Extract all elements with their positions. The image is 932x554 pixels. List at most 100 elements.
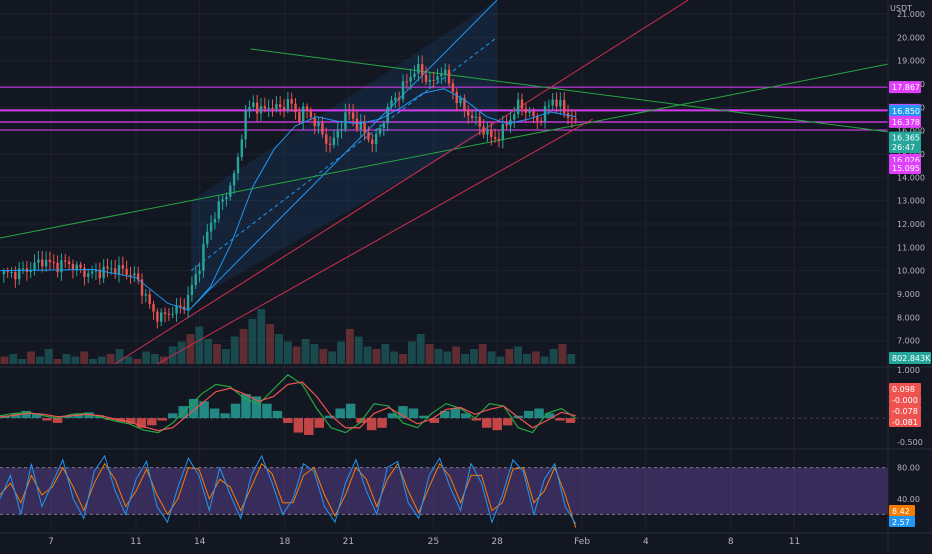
macd-histogram-bar bbox=[377, 418, 387, 428]
candle-body bbox=[474, 116, 478, 118]
stochastic-pane[interactable] bbox=[0, 454, 888, 528]
time-tick-label: 11 bbox=[130, 537, 141, 547]
candle-body bbox=[351, 112, 355, 119]
candle-body bbox=[401, 81, 405, 100]
macd-histogram-bar bbox=[73, 414, 84, 419]
candle-body bbox=[52, 262, 55, 264]
candle-body bbox=[125, 268, 128, 275]
candle-body bbox=[121, 265, 125, 269]
candle-body bbox=[371, 139, 374, 145]
price-label-text: 16.850 bbox=[892, 107, 920, 116]
candle-body bbox=[113, 268, 117, 275]
macd-histogram-bar bbox=[188, 398, 199, 419]
candle-body bbox=[532, 111, 535, 117]
volume-bar bbox=[558, 344, 567, 364]
candle-body bbox=[294, 103, 297, 113]
volume-bar bbox=[434, 349, 443, 364]
candle-body bbox=[6, 271, 9, 273]
macd-pane[interactable] bbox=[0, 374, 888, 435]
candle-body bbox=[255, 102, 259, 114]
macd-histogram-bar bbox=[419, 415, 429, 419]
volume-bar bbox=[354, 336, 363, 364]
volume-bar bbox=[531, 351, 540, 364]
candle-body bbox=[271, 107, 274, 110]
macd-histogram-bar bbox=[335, 408, 345, 419]
volume-bar bbox=[186, 334, 195, 364]
macd-histogram-bar bbox=[461, 413, 471, 419]
candle-body bbox=[405, 81, 409, 83]
price-label-box bbox=[889, 141, 921, 153]
candle-body bbox=[520, 99, 524, 109]
price-unit-label: USDT bbox=[890, 4, 912, 13]
macd-histogram-bar bbox=[387, 413, 398, 419]
candle-body bbox=[64, 260, 67, 262]
volume-bar bbox=[523, 354, 531, 364]
price-label-text: 15.095 bbox=[892, 164, 920, 173]
macd-histogram-bar bbox=[251, 396, 262, 419]
macd-value-text: -0.078 bbox=[892, 407, 918, 416]
trendline[interactable] bbox=[0, 63, 889, 239]
volume-bar bbox=[469, 349, 478, 364]
trendline[interactable] bbox=[114, 0, 689, 365]
volume-bar bbox=[124, 356, 133, 364]
candle-body bbox=[409, 76, 412, 82]
volume-bar bbox=[27, 351, 35, 364]
volume-bar bbox=[62, 354, 71, 364]
price-label-text: 16.378 bbox=[892, 118, 920, 127]
volume-label-text: 802.843K bbox=[892, 354, 931, 363]
candle-body bbox=[417, 64, 420, 74]
time-tick-label: 7 bbox=[48, 537, 54, 547]
candle-body bbox=[79, 264, 82, 268]
candle-body bbox=[98, 269, 101, 279]
macd-histogram-bar bbox=[450, 408, 461, 419]
trendline[interactable] bbox=[250, 48, 889, 133]
volume-bar bbox=[230, 336, 239, 364]
volume-bar bbox=[133, 359, 142, 364]
candle-body bbox=[60, 260, 63, 273]
volume-bar bbox=[496, 356, 505, 364]
candle-body bbox=[267, 107, 270, 109]
price-tick-label: 16.000 bbox=[897, 127, 925, 136]
candle-body bbox=[198, 270, 201, 274]
stoch-band bbox=[0, 467, 888, 515]
volume-bar bbox=[372, 349, 381, 364]
price-pane[interactable] bbox=[0, 0, 889, 365]
time-tick-label: 28 bbox=[491, 537, 503, 547]
price-tick-label: 10.000 bbox=[897, 267, 925, 276]
price-tick-label: 8.000 bbox=[897, 313, 920, 322]
candle-body bbox=[390, 100, 393, 107]
price-tick-label: 20.000 bbox=[897, 33, 925, 42]
volume-bar bbox=[407, 341, 416, 364]
trendline[interactable] bbox=[190, 0, 498, 309]
macd-histogram-bar bbox=[199, 401, 209, 419]
time-tick-label: 18 bbox=[279, 537, 291, 547]
macd-histogram-bar bbox=[523, 410, 534, 419]
candle-body bbox=[171, 313, 174, 315]
volume-bar bbox=[97, 356, 106, 364]
macd-histogram-bar bbox=[209, 408, 220, 419]
candle-body bbox=[21, 268, 25, 270]
candle-body bbox=[213, 218, 217, 223]
candle-body bbox=[305, 106, 309, 111]
time-tick-label: 8 bbox=[728, 537, 734, 547]
candle-body bbox=[152, 304, 155, 312]
volume-bar bbox=[239, 329, 248, 364]
candle-body bbox=[133, 273, 136, 276]
candle-body bbox=[374, 133, 378, 145]
macd-value-box bbox=[889, 383, 921, 394]
candle-body bbox=[528, 111, 531, 113]
candle-body bbox=[179, 305, 182, 307]
trendline[interactable] bbox=[156, 118, 593, 365]
macd-value-box bbox=[889, 416, 921, 427]
candle-body bbox=[44, 259, 48, 267]
candle-body bbox=[459, 98, 462, 104]
volume-bar bbox=[89, 359, 97, 364]
stoch-value-text: 8.42 bbox=[892, 507, 910, 516]
macd-histogram-bar bbox=[565, 418, 576, 423]
candle-body bbox=[229, 185, 232, 197]
volume-bar bbox=[337, 341, 345, 364]
macd-histogram-bar bbox=[272, 410, 283, 419]
candle-body bbox=[574, 119, 577, 121]
